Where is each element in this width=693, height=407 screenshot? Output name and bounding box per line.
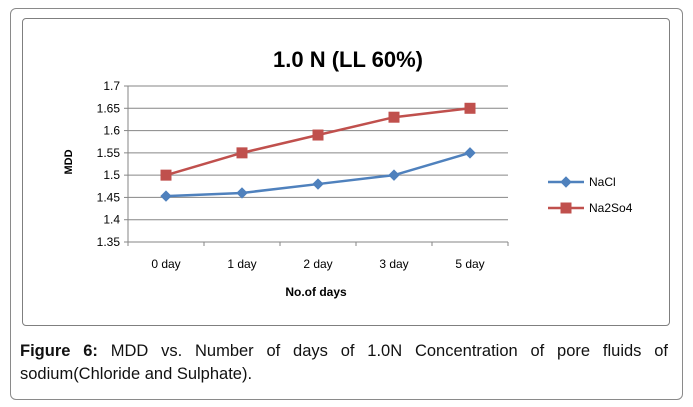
series-na2so4 xyxy=(160,102,476,181)
x-tick-label: 5 day xyxy=(455,257,484,271)
legend-label: Na2So4 xyxy=(589,201,633,215)
x-tick-label: 2 day xyxy=(303,257,332,271)
data-point xyxy=(464,147,476,159)
figure-label: Figure 6: xyxy=(20,342,98,360)
y-tick-label: 1.4 xyxy=(103,213,120,227)
y-tick-label: 1.5 xyxy=(103,168,120,182)
x-axis-label: No.of days xyxy=(285,285,347,299)
data-point xyxy=(312,178,324,190)
legend-marker xyxy=(560,176,572,188)
data-point xyxy=(236,147,248,159)
data-point xyxy=(160,190,172,202)
chart-title: 1.0 N (LL 60%) xyxy=(273,47,423,72)
data-point xyxy=(160,169,172,181)
series-nacl xyxy=(160,147,476,202)
line-chart: 1.0 N (LL 60%) MDD No.of days 1.35 1.4 1.4… xyxy=(63,47,633,299)
figure-caption: Figure 6: MDD vs. Number of days of 1.0N… xyxy=(20,340,668,386)
data-point xyxy=(388,169,400,181)
chart-area xyxy=(22,18,670,326)
legend-label: NaCl xyxy=(589,175,616,189)
y-tick-label: 1.45 xyxy=(97,190,121,204)
data-point xyxy=(388,111,400,123)
data-point xyxy=(236,187,248,199)
x-tick-label: 3 day xyxy=(379,257,408,271)
y-tick-label: 1.55 xyxy=(97,146,121,160)
legend-marker xyxy=(560,202,572,214)
figure-caption-text: MDD vs. Number of days of 1.0N Concentra… xyxy=(20,342,668,383)
y-tick-label: 1.65 xyxy=(97,101,121,115)
y-tick-label: 1.6 xyxy=(103,124,120,138)
y-tick-label: 1.7 xyxy=(103,79,120,93)
x-tick-label: 0 day xyxy=(151,257,180,271)
data-point xyxy=(312,129,324,141)
y-axis-label: MDD xyxy=(63,149,75,174)
x-tick-label: 1 day xyxy=(227,257,256,271)
data-point xyxy=(464,102,476,114)
y-tick-label: 1.35 xyxy=(97,235,121,249)
